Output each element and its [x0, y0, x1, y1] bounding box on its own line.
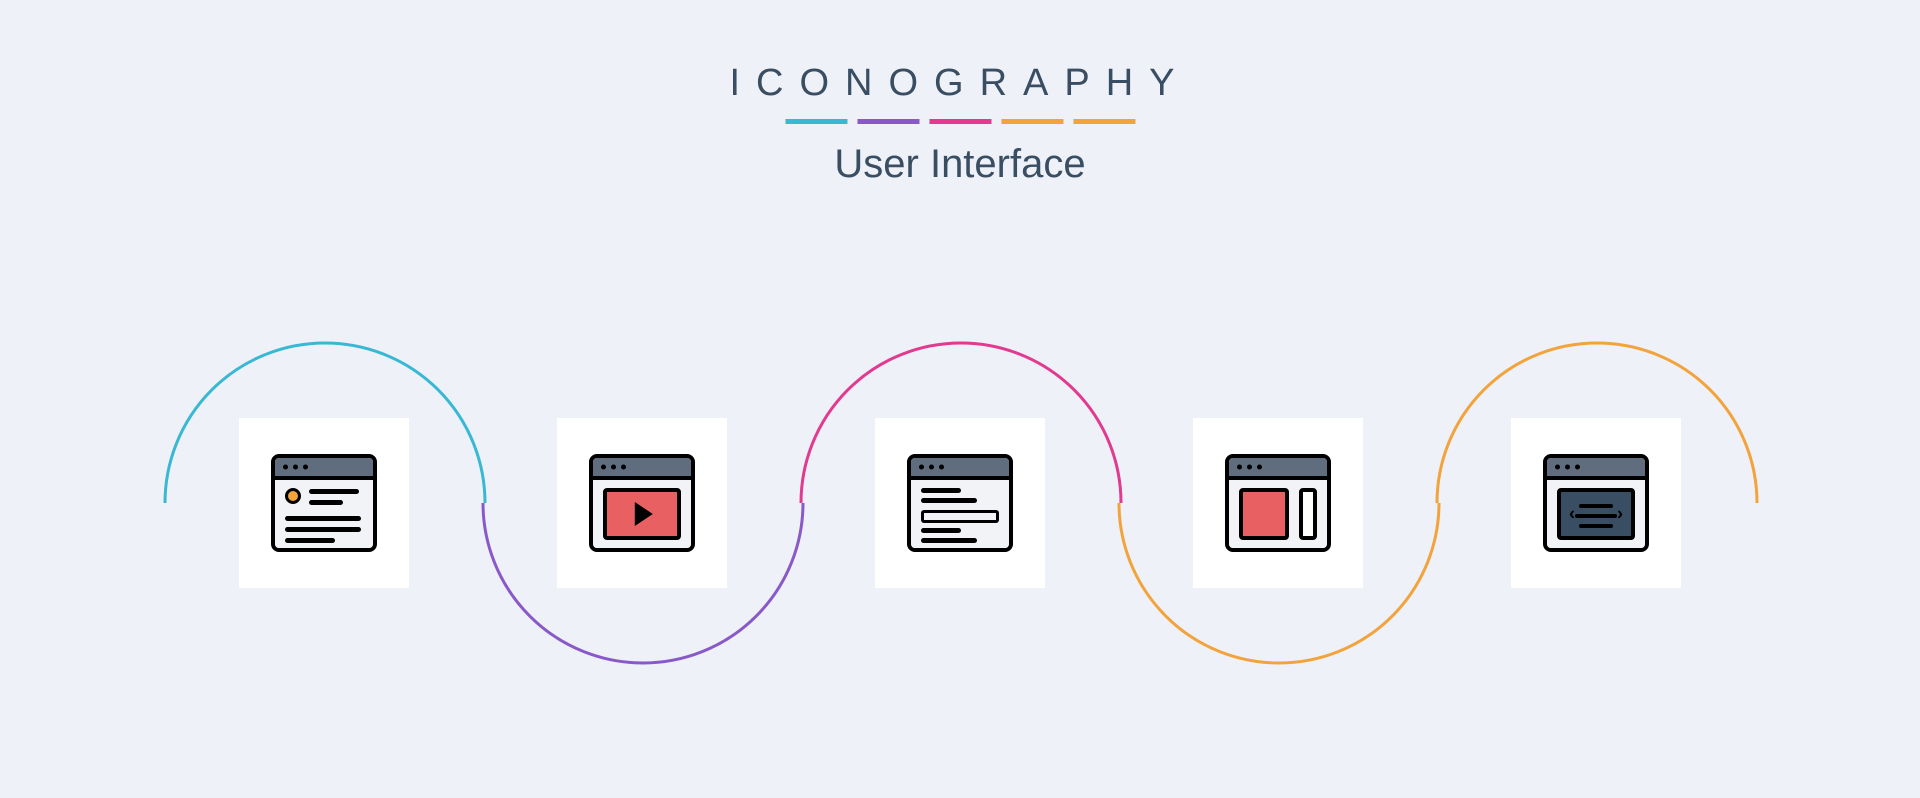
- window-controls-icon: [601, 465, 626, 470]
- input-field-icon: [921, 510, 999, 523]
- window-body: [1229, 480, 1327, 548]
- chevron-right-icon: ›: [1617, 504, 1623, 525]
- color-bar: [1001, 119, 1063, 124]
- color-bar: [785, 119, 847, 124]
- hero-dot-icon: [285, 488, 301, 504]
- video-frame-icon: [603, 488, 681, 540]
- title: ICONOGRAPHY: [729, 62, 1190, 105]
- window-controls-icon: [1237, 465, 1262, 470]
- window-titlebar: [1229, 458, 1327, 480]
- window-body: ‹ ›: [1547, 480, 1645, 548]
- code-panel-icon: ‹ ›: [1557, 488, 1635, 540]
- icon-card: [557, 418, 727, 588]
- side-panel-icon: [1299, 488, 1317, 540]
- sidebar-window-icon: [1225, 454, 1331, 552]
- hero-window-icon: [271, 454, 377, 552]
- window-titlebar: [593, 458, 691, 480]
- video-window-icon: [589, 454, 695, 552]
- icon-card: ‹ ›: [1511, 418, 1681, 588]
- window-controls-icon: [1555, 465, 1580, 470]
- window-body: [275, 480, 373, 548]
- window-titlebar: [911, 458, 1009, 480]
- icon-card: [1193, 418, 1363, 588]
- color-bar-row: [729, 119, 1190, 124]
- color-bar: [857, 119, 919, 124]
- window-body: [911, 480, 1009, 548]
- chevron-left-icon: ‹: [1569, 504, 1575, 525]
- subtitle: User Interface: [729, 142, 1190, 187]
- color-bar: [929, 119, 991, 124]
- window-titlebar: [1547, 458, 1645, 480]
- window-titlebar: [275, 458, 373, 480]
- code-window-icon: ‹ ›: [1543, 454, 1649, 552]
- icons-row: ‹ ›: [0, 418, 1920, 588]
- icon-card: [239, 418, 409, 588]
- color-bar: [1073, 119, 1135, 124]
- form-window-icon: [907, 454, 1013, 552]
- play-icon: [635, 502, 653, 526]
- window-controls-icon: [283, 465, 308, 470]
- window-body: [593, 480, 691, 548]
- window-controls-icon: [919, 465, 944, 470]
- icon-card: [875, 418, 1045, 588]
- main-panel-icon: [1239, 488, 1289, 540]
- header: ICONOGRAPHY User Interface: [729, 62, 1190, 187]
